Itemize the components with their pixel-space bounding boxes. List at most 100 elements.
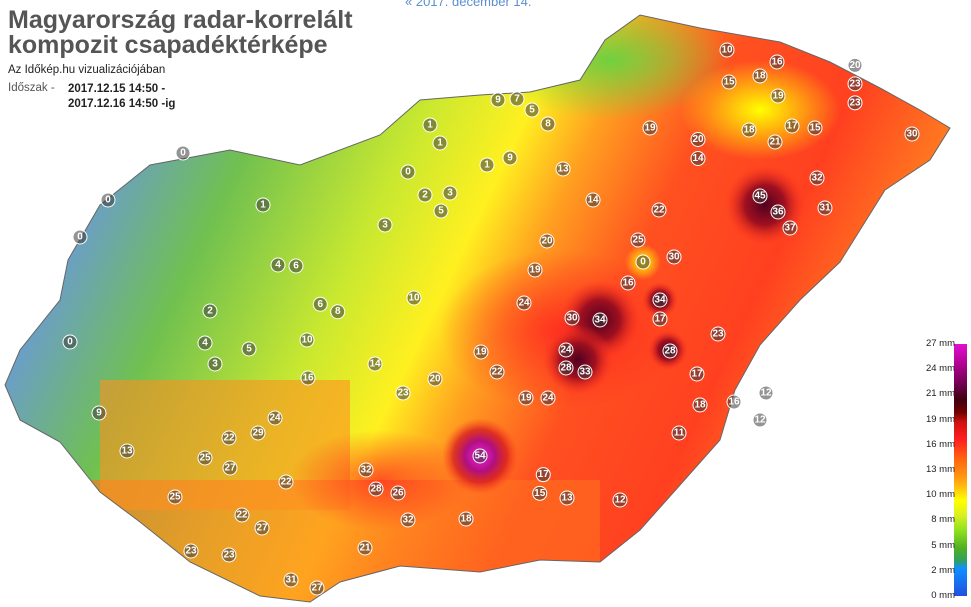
- station-marker[interactable]: [555, 161, 571, 177]
- station-marker[interactable]: [767, 134, 783, 150]
- station-marker[interactable]: [175, 145, 191, 161]
- station-marker[interactable]: [758, 385, 774, 401]
- station-marker[interactable]: [612, 492, 628, 508]
- station-marker[interactable]: [577, 364, 593, 380]
- station-marker[interactable]: [241, 341, 257, 357]
- station-marker[interactable]: [367, 356, 383, 372]
- station-marker[interactable]: [234, 507, 250, 523]
- station-marker[interactable]: [472, 448, 488, 464]
- station-marker[interactable]: [719, 42, 735, 58]
- station-marker[interactable]: [183, 543, 199, 559]
- station-marker[interactable]: [769, 54, 785, 70]
- station-marker[interactable]: [221, 547, 237, 563]
- station-marker[interactable]: [741, 122, 757, 138]
- station-marker[interactable]: [254, 520, 270, 536]
- station-marker[interactable]: [809, 170, 825, 186]
- station-marker[interactable]: [752, 188, 768, 204]
- station-marker[interactable]: [532, 485, 548, 501]
- station-marker[interactable]: [442, 185, 458, 201]
- station-marker[interactable]: [62, 334, 78, 350]
- station-marker[interactable]: [502, 150, 518, 166]
- station-marker[interactable]: [535, 467, 551, 483]
- station-marker[interactable]: [390, 485, 406, 501]
- station-marker[interactable]: [400, 164, 416, 180]
- station-marker[interactable]: [119, 443, 135, 459]
- station-marker[interactable]: [72, 229, 88, 245]
- station-marker[interactable]: [559, 490, 575, 506]
- station-marker[interactable]: [432, 135, 448, 151]
- station-marker[interactable]: [222, 460, 238, 476]
- station-marker[interactable]: [847, 57, 863, 73]
- station-marker[interactable]: [250, 425, 266, 441]
- station-marker[interactable]: [540, 116, 556, 132]
- station-marker[interactable]: [782, 220, 798, 236]
- station-marker[interactable]: [299, 332, 315, 348]
- station-marker[interactable]: [267, 410, 283, 426]
- station-marker[interactable]: [433, 203, 449, 219]
- station-marker[interactable]: [473, 344, 489, 360]
- station-marker[interactable]: [524, 102, 540, 118]
- station-marker[interactable]: [167, 489, 183, 505]
- station-marker[interactable]: [904, 126, 920, 142]
- station-marker[interactable]: [368, 481, 384, 497]
- station-marker[interactable]: [651, 202, 667, 218]
- station-marker[interactable]: [752, 68, 768, 84]
- station-marker[interactable]: [330, 304, 346, 320]
- station-marker[interactable]: [770, 204, 786, 220]
- station-marker[interactable]: [300, 370, 316, 386]
- station-marker[interactable]: [197, 450, 213, 466]
- station-marker[interactable]: [671, 425, 687, 441]
- station-marker[interactable]: [377, 217, 393, 233]
- station-marker[interactable]: [283, 572, 299, 588]
- station-marker[interactable]: [630, 232, 646, 248]
- station-marker[interactable]: [784, 118, 800, 134]
- station-marker[interactable]: [690, 151, 706, 166]
- station-marker[interactable]: [427, 371, 443, 387]
- station-marker[interactable]: [357, 540, 373, 556]
- station-marker[interactable]: [91, 405, 107, 421]
- station-marker[interactable]: [309, 580, 325, 596]
- station-marker[interactable]: [422, 117, 438, 133]
- station-marker[interactable]: [807, 120, 823, 136]
- station-marker[interactable]: [312, 296, 328, 312]
- station-marker[interactable]: [710, 326, 726, 342]
- station-marker[interactable]: [652, 311, 668, 327]
- station-marker[interactable]: [666, 249, 682, 265]
- station-marker[interactable]: [490, 92, 506, 108]
- station-marker[interactable]: [202, 303, 218, 319]
- station-marker[interactable]: [817, 200, 833, 216]
- station-marker[interactable]: [395, 385, 411, 401]
- station-marker[interactable]: [620, 275, 636, 291]
- station-marker[interactable]: [721, 74, 737, 90]
- station-marker[interactable]: [539, 233, 555, 249]
- station-marker[interactable]: [558, 360, 574, 376]
- station-marker[interactable]: [564, 310, 580, 326]
- station-marker[interactable]: [100, 192, 116, 208]
- station-marker[interactable]: [270, 257, 286, 273]
- station-marker[interactable]: [752, 412, 768, 428]
- station-marker[interactable]: [690, 132, 706, 147]
- station-marker[interactable]: [358, 462, 374, 478]
- station-marker[interactable]: [726, 394, 742, 410]
- station-marker[interactable]: [558, 342, 574, 358]
- station-marker[interactable]: [518, 390, 534, 406]
- station-marker[interactable]: [417, 187, 433, 203]
- station-marker[interactable]: [489, 364, 505, 380]
- station-marker[interactable]: [516, 295, 532, 311]
- station-marker[interactable]: [255, 197, 271, 213]
- previous-day-link[interactable]: « 2017. december 14.: [405, 0, 532, 9]
- station-marker[interactable]: [221, 430, 237, 446]
- station-marker[interactable]: [592, 312, 608, 328]
- station-marker[interactable]: [458, 511, 474, 527]
- station-marker[interactable]: [197, 335, 213, 351]
- station-marker[interactable]: [288, 258, 304, 274]
- station-marker[interactable]: [540, 390, 556, 406]
- station-marker[interactable]: [635, 254, 651, 270]
- station-marker[interactable]: [692, 397, 708, 413]
- station-marker[interactable]: [652, 292, 668, 308]
- station-marker[interactable]: [847, 95, 863, 111]
- station-marker[interactable]: [479, 157, 495, 173]
- station-marker[interactable]: [585, 192, 601, 208]
- station-marker[interactable]: [509, 91, 525, 107]
- station-marker[interactable]: [527, 262, 543, 278]
